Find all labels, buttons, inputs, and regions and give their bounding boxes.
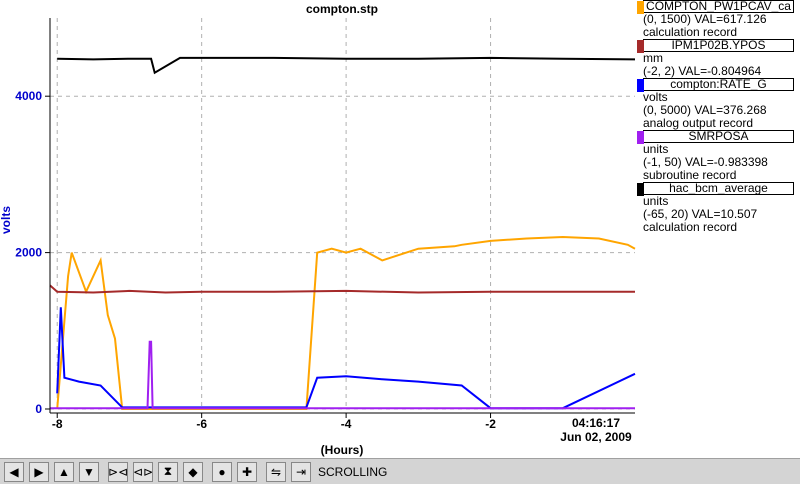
legend-entry[interactable]: SMRPOSA units (-1, 50) VAL=-0.983398 subrou… <box>636 130 800 182</box>
legend-series-label[interactable]: compton:RATE_G <box>637 77 794 92</box>
legend-series-label[interactable]: IPM1P02B.YPOS <box>637 38 794 53</box>
series-line-4 <box>57 56 636 75</box>
toolbar: ◀ ▶ ▲ ▼ ⊳⊲ ⊲⊳ ⧗ ◆ ● ✚ ⇋ ⇥ SCROLLING <box>0 458 800 484</box>
series-line-2 <box>56 307 636 410</box>
end-date-label: Jun 02, 2009 <box>560 430 632 444</box>
legend-entry[interactable]: COMPTON_PW1PCAV_ca (0, 1500) VAL=617.126 c… <box>636 0 800 39</box>
zoom-in-x-icon[interactable]: ⊳⊲ <box>108 461 128 482</box>
legend: COMPTON_PW1PCAV_ca (0, 1500) VAL=617.126 c… <box>636 0 800 234</box>
legend-entry[interactable]: compton:RATE_G volts (0, 5000) VAL=376.268… <box>636 78 800 130</box>
toolbar-buttons: ◀ ▶ ▲ ▼ ⊳⊲ ⊲⊳ ⧗ ◆ ● ✚ ⇋ ⇥ <box>4 461 316 482</box>
reset-icon[interactable]: ⇋ <box>266 461 286 482</box>
legend-detail: analog output record <box>643 116 754 130</box>
x-tick-label: -4 <box>341 417 352 431</box>
chart-title: compton.stp <box>306 2 378 16</box>
legend-detail: calculation record <box>643 25 738 39</box>
legend-series-label[interactable]: SMRPOSA <box>637 129 794 144</box>
status-text: SCROLLING <box>318 464 388 479</box>
zoom-out-x-icon[interactable]: ⊲⊳ <box>133 461 153 482</box>
legend-entry[interactable]: IPM1P02B.YPOS mm (-2, 2) VAL=-0.804964 <box>636 39 800 78</box>
legend-detail: mm <box>643 51 663 65</box>
scroll-right-icon[interactable]: ▶ <box>29 461 49 482</box>
legend-series-label[interactable]: COMPTON_PW1PCAV_ca <box>637 0 794 14</box>
legend-detail: units <box>643 194 669 208</box>
strip-chart[interactable]: compton.stp volts (Hours) 04:16:17 Jun 0… <box>0 0 636 458</box>
legend-detail: (-65, 20) VAL=10.507 <box>643 207 758 221</box>
legend-color-swatch <box>637 1 644 14</box>
legend-series-name: SMRPOSA <box>688 129 749 143</box>
legend-detail: (0, 5000) VAL=376.268 <box>643 103 767 117</box>
legend-color-swatch <box>637 40 644 53</box>
legend-color-swatch <box>637 183 644 196</box>
scroll-down-icon[interactable]: ▼ <box>79 461 99 482</box>
scroll-left-icon[interactable]: ◀ <box>4 461 24 482</box>
y-tick-label: 0 <box>35 402 42 416</box>
y-tick-label: 4000 <box>15 89 42 103</box>
legend-color-swatch <box>637 131 644 144</box>
legend-detail: (0, 1500) VAL=617.126 <box>643 12 767 26</box>
zoom-out-y-icon[interactable]: ◆ <box>183 461 203 482</box>
series-line-3 <box>50 340 635 410</box>
legend-color-swatch <box>637 79 644 92</box>
plot-background <box>0 0 636 458</box>
legend-detail: volts <box>643 90 668 104</box>
legend-detail: (-2, 2) VAL=-0.804964 <box>643 64 762 78</box>
crosshair-icon[interactable]: ✚ <box>237 461 257 482</box>
legend-entry[interactable]: hac_bcm_average units (-65, 20) VAL=10.507… <box>636 182 800 234</box>
axes: 0 2000 4000 -8 -6 -4 -2 <box>15 18 635 431</box>
autoscale-icon[interactable]: ● <box>212 461 232 482</box>
x-tick-label: -8 <box>52 417 63 431</box>
x-tick-label: -6 <box>196 417 207 431</box>
legend-detail: units <box>643 142 669 156</box>
legend-detail: subroutine record <box>643 168 737 182</box>
scroll-mode-icon[interactable]: ⇥ <box>291 461 311 482</box>
series-layer <box>49 56 636 410</box>
end-time-label: 04:16:17 <box>572 416 620 430</box>
legend-detail: calculation record <box>643 220 738 234</box>
legend-detail: (-1, 50) VAL=-0.983398 <box>643 155 768 169</box>
y-tick-label: 2000 <box>15 246 42 260</box>
legend-series-label[interactable]: hac_bcm_average <box>637 181 794 196</box>
legend-series-name: compton:RATE_G <box>670 77 767 91</box>
legend-series-name: IPM1P02B.YPOS <box>671 38 766 52</box>
series-line-1 <box>49 284 635 294</box>
legend-series-name: COMPTON_PW1PCAV_ca <box>646 0 791 13</box>
scroll-up-icon[interactable]: ▲ <box>54 461 74 482</box>
x-tick-label: -2 <box>485 417 496 431</box>
legend-series-name: hac_bcm_average <box>669 181 768 195</box>
y-axis-label: volts <box>0 206 13 234</box>
zoom-in-y-icon[interactable]: ⧗ <box>158 461 178 482</box>
x-axis-label: (Hours) <box>321 443 364 457</box>
series-line-0 <box>56 235 636 410</box>
